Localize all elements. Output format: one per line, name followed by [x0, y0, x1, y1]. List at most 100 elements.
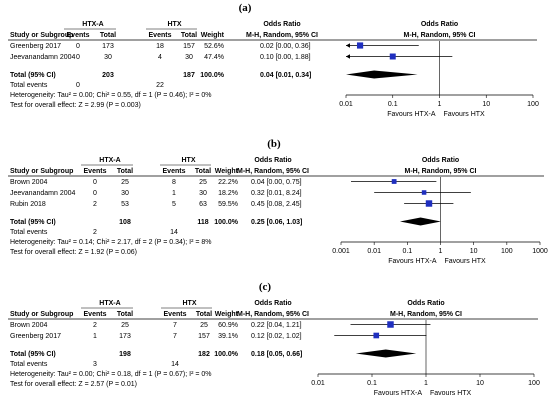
panel-b-total-ci: 0.25 [0.06, 1.03]	[251, 219, 302, 226]
panel-a-study-events2: 18	[156, 43, 164, 50]
panel-b-study-events1: 0	[93, 190, 97, 197]
panel-b-x-tick-label: 10	[470, 248, 478, 255]
panel-a-events-value1: 0	[76, 82, 80, 89]
panel-c-study-events2: 7	[173, 322, 177, 329]
panel-c-study-weight: 60.9%	[218, 322, 238, 329]
panel-b-study-total2: 25	[199, 179, 207, 186]
panel-c-x-tick-label: 0.1	[367, 380, 377, 387]
panel-a-study-events1: 0	[76, 43, 80, 50]
panel-b-label: (b)	[267, 138, 281, 150]
panel-b-events-label: Total events	[10, 229, 48, 236]
panel-b-study-weight: 18.2%	[218, 190, 238, 197]
panel-a-study-total2: 157	[183, 43, 195, 50]
panel-c-study-name: Brown 2004	[10, 322, 47, 329]
panel-b-total-n2: 118	[197, 219, 208, 226]
panel-b-study-events2: 8	[172, 179, 176, 186]
panel-b-study-events2: 1	[172, 190, 176, 197]
panel-b-study-name: Brown 2004	[10, 179, 47, 186]
panel-a-study-header: Study or Subgroup	[10, 32, 73, 39]
panel-a-overall-effect: Test for overall effect: Z = 2.99 (P = 0…	[10, 102, 141, 109]
panel-c-events2-header: Events	[164, 311, 187, 318]
panel-b-study-name: Jeevanandamn 2004	[10, 190, 75, 197]
panel-b-total-label: Total (95% CI)	[10, 219, 56, 226]
panel-b-study-square	[421, 190, 427, 195]
panel-a-x-tick-label: 0.1	[388, 101, 398, 108]
panel-a-x-tick-label: 10	[482, 101, 490, 108]
panel-a-favours-left: Favours HTX-A	[387, 111, 436, 118]
panel-b-x-tick-label: 0.01	[367, 248, 381, 255]
panel-a-x-tick-label: 0.01	[339, 101, 353, 108]
panel-b-study-square	[391, 179, 397, 184]
panel-b-method-header: M-H, Random, 95% CI	[237, 168, 309, 175]
panel-a-study-weight: 47.4%	[204, 54, 224, 61]
panel-a-total-ci: 0.04 [0.01, 0.34]	[260, 72, 311, 79]
panel-a-group2-header: HTX	[168, 21, 182, 28]
panel-a-total-weight: 100.0%	[200, 72, 225, 79]
panel-b-study-ci: 0.04 [0.00, 0.75]	[251, 179, 302, 186]
panel-c-total-weight: 100.0%	[214, 351, 239, 358]
panel-a-study-ci: 0.10 [0.00, 1.88]	[260, 54, 311, 61]
panel-a-study-total2: 30	[185, 54, 193, 61]
panel-a-study-name: Greenberg 2017	[10, 43, 61, 50]
panel-c-total1-header: Total	[117, 311, 133, 318]
panel-c-plot-or-header: Odds Ratio	[407, 300, 444, 307]
panel-c-total-n2: 182	[198, 351, 210, 358]
panel-c-study-total1: 25	[121, 322, 129, 329]
panel-c-method-header: M-H, Random, 95% CI	[237, 311, 309, 318]
panel-c-study-square	[373, 332, 380, 339]
panel-b-overall-effect: Test for overall effect: Z = 1.92 (P = 0…	[10, 249, 137, 256]
panel-c-study-name: Greenberg 2017	[10, 333, 61, 340]
panel-b-study-square	[425, 200, 433, 207]
panel-c-study-events1: 2	[93, 322, 97, 329]
panel-a-events1-header: Events	[67, 32, 90, 39]
panel-c-heterogeneity: Heterogeneity: Tau² = 0.00; Chi² = 0.18,…	[10, 371, 212, 378]
panel-b-study-total1: 30	[121, 190, 129, 197]
panel-b-group1-header: HTX-A	[99, 157, 120, 164]
panel-a-total-label: Total (95% CI)	[10, 72, 56, 79]
panel-c-weight-header: Weight	[215, 311, 239, 318]
panel-b-x-tick-label: 0.001	[332, 248, 350, 255]
panel-a-method-header: M-H, Random, 95% CI	[246, 32, 318, 39]
panel-a-total1-header: Total	[100, 32, 116, 39]
panel-a-study-events1: 0	[76, 54, 80, 61]
panel-c-events-label: Total events	[10, 361, 48, 368]
panel-b-plot-method-header: M-H, Random, 95% CI	[405, 168, 477, 175]
panel-b-study-weight: 22.2%	[218, 179, 238, 186]
panel-a-study-square	[356, 42, 364, 49]
panel-c-label: (c)	[259, 281, 272, 293]
panel-c-study-header: Study or Subgroup	[10, 311, 73, 318]
panel-b-study-events1: 2	[93, 201, 97, 208]
panel-a-study-total1: 30	[104, 54, 112, 61]
panel-b-x-tick-label: 1	[439, 248, 443, 255]
panel-a-plot-method-header: M-H, Random, 95% CI	[404, 32, 476, 39]
panel-c-x-tick-label: 0.01	[311, 380, 325, 387]
panel-a-x-tick-label: 100	[527, 101, 539, 108]
panel-c-events-value2: 14	[171, 361, 179, 368]
panel-b-x-tick-label: 100	[501, 248, 513, 255]
panel-a-total-n1: 203	[102, 72, 114, 79]
panel-a-x-tick-label: 1	[438, 101, 442, 108]
panel-b-total2-header: Total	[195, 168, 211, 175]
panel-b-x-tick-label: 1000	[532, 248, 548, 255]
panel-c-study-ci: 0.12 [0.02, 1.02]	[251, 333, 302, 340]
panel-b-study-total1: 25	[121, 179, 129, 186]
panel-c-study-total2: 25	[200, 322, 208, 329]
panel-a-or-header: Odds Ratio	[263, 21, 300, 28]
panel-b-study-total2: 30	[199, 190, 207, 197]
panel-c-or-header: Odds Ratio	[254, 300, 291, 307]
panel-b-study-total2: 63	[199, 201, 207, 208]
panel-c-study-total2: 157	[198, 333, 210, 340]
panel-a-study-events2: 4	[158, 54, 162, 61]
panel-b-events1-header: Events	[84, 168, 107, 175]
panel-b-plot-or-header: Odds Ratio	[422, 157, 459, 164]
panel-c-plot-method-header: M-H, Random, 95% CI	[390, 311, 462, 318]
panel-b-study-total1: 53	[121, 201, 129, 208]
panel-c-total-ci: 0.18 [0.05, 0.66]	[251, 351, 302, 358]
panel-c-group1-header: HTX-A	[99, 300, 120, 307]
panel-b-group2-header: HTX	[182, 157, 196, 164]
panel-b-favours-left: Favours HTX-A	[388, 258, 437, 265]
panel-c-total2-header: Total	[196, 311, 212, 318]
panel-a-study-name: Jeevanandamn 2004	[10, 54, 75, 61]
panel-c-group2-header: HTX	[183, 300, 197, 307]
